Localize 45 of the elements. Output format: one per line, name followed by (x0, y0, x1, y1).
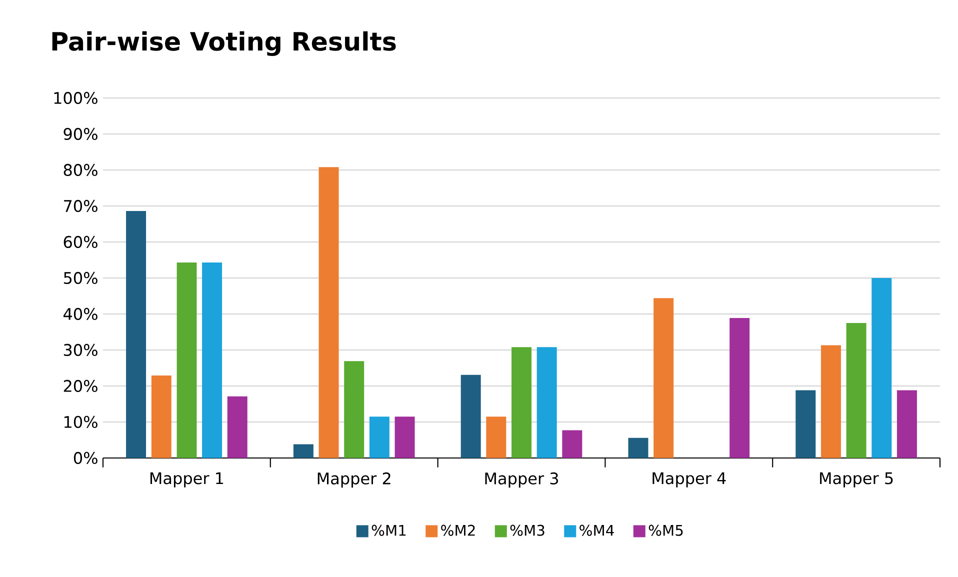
bar (896, 390, 917, 458)
y-tick-label: 40% (64, 308, 98, 320)
y-tick-label: 100% (54, 92, 98, 104)
x-tick-label: Mapper 4 (652, 472, 726, 488)
bar (227, 396, 248, 458)
bar (202, 262, 222, 458)
y-tick-label: 60% (64, 236, 98, 248)
y-tick-label: 20% (64, 380, 98, 392)
bar (369, 416, 390, 458)
y-tick-label: 30% (64, 344, 98, 356)
bar (512, 347, 532, 458)
y-tick-label: 0% (74, 452, 98, 464)
legend-label: %M4 (580, 524, 614, 536)
bar (820, 345, 841, 458)
bar (486, 416, 506, 458)
bar (562, 430, 582, 458)
bar (151, 376, 172, 458)
bar (730, 318, 750, 458)
y-tick-label: 10% (64, 416, 98, 428)
legend-label: %M2 (441, 524, 475, 536)
x-tick-label: Mapper 3 (485, 472, 558, 488)
y-tick-label: 80% (64, 164, 98, 176)
bar (536, 347, 557, 458)
bar (126, 211, 146, 458)
bar (872, 278, 892, 458)
bar (846, 322, 866, 458)
x-tick-label: Mapper 5 (820, 472, 893, 488)
bar (628, 438, 648, 458)
legend-label: %M3 (510, 524, 544, 536)
bar (344, 361, 364, 458)
y-tick-label: 70% (64, 200, 98, 212)
bar (176, 262, 197, 458)
legend-label: %M5 (648, 524, 683, 536)
bar (394, 416, 415, 458)
bar (796, 390, 816, 458)
x-tick-label: Mapper 2 (318, 472, 390, 488)
y-tick-label: 50% (64, 272, 98, 284)
bar (654, 298, 674, 458)
chart-title: Pair-wise Voting Results (52, 31, 396, 56)
bar (460, 374, 481, 458)
y-tick-label: 90% (64, 128, 98, 140)
bar (318, 167, 339, 458)
legend-label: %M1 (372, 524, 406, 536)
x-tick-label: Mapper 1 (150, 472, 224, 488)
bar (293, 444, 314, 458)
